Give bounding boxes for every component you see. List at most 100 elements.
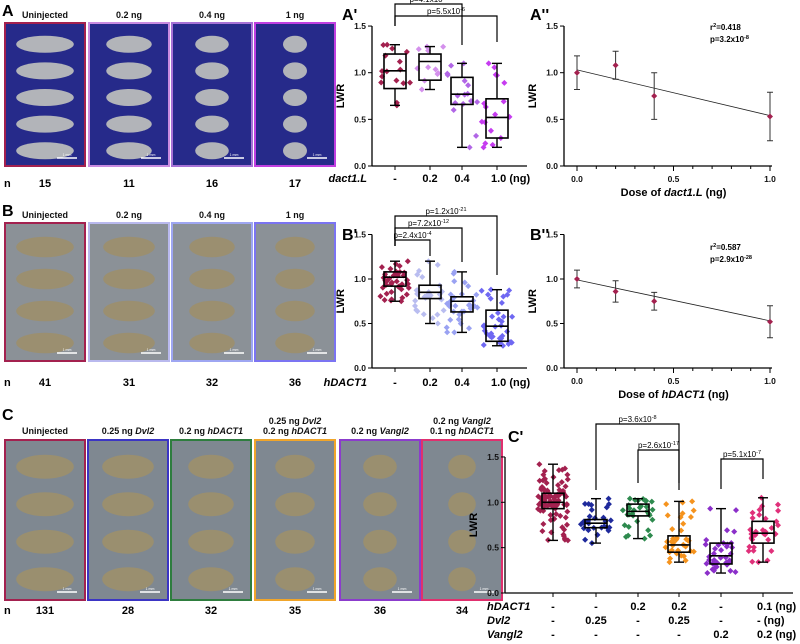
photo-label: 0.2 ng Vangl2 bbox=[351, 426, 409, 436]
data-point bbox=[412, 297, 419, 304]
chart-a-double-prime: 0.0 0.5 1.0 1.5 LWR 0.0 0.5 1.0 Dose of dact1.L … bbox=[527, 21, 776, 199]
embryo bbox=[275, 492, 315, 517]
embryo bbox=[16, 236, 74, 258]
data-point bbox=[750, 547, 757, 554]
p-value-exponent: -7 bbox=[756, 450, 761, 456]
gene-name: hDACT1 bbox=[459, 426, 495, 436]
x-axis-gene-label: dact1.L bbox=[328, 173, 367, 185]
embryo bbox=[102, 454, 154, 479]
embryo bbox=[188, 567, 234, 592]
data-point bbox=[540, 477, 547, 484]
data-point bbox=[536, 477, 543, 484]
dose-text: 0.25 ng bbox=[269, 416, 303, 426]
n-label-a: n bbox=[4, 178, 11, 190]
y-tick-label: 0.0 bbox=[354, 363, 366, 373]
x-tick-label: 0.4 bbox=[454, 173, 470, 185]
embryo-photo: 1 mm bbox=[87, 439, 169, 601]
data-point bbox=[448, 62, 455, 69]
data-point bbox=[647, 532, 654, 539]
data-point bbox=[605, 495, 612, 502]
p-value: p=7.2x10 bbox=[408, 219, 442, 228]
data-point bbox=[509, 313, 516, 320]
significance-bracket bbox=[394, 15, 498, 42]
data-point bbox=[466, 144, 473, 151]
mean-point bbox=[651, 93, 658, 100]
data-point bbox=[555, 467, 562, 474]
data-point bbox=[553, 511, 560, 518]
data-point bbox=[450, 270, 457, 277]
data-point bbox=[380, 41, 387, 48]
embryo bbox=[106, 62, 152, 80]
y-tick-label: 1.0 bbox=[354, 68, 366, 78]
data-point bbox=[406, 79, 413, 86]
p-value-label: p=2.4x10-4 bbox=[393, 231, 431, 240]
gene-name: Dvl2 bbox=[135, 426, 154, 436]
embryo bbox=[103, 236, 155, 258]
data-point bbox=[640, 496, 647, 503]
row-gene-label: Dvl2 bbox=[487, 615, 510, 627]
photo-label: Uninjected bbox=[22, 210, 68, 220]
embryo bbox=[195, 142, 229, 160]
data-point bbox=[667, 555, 674, 562]
data-point bbox=[649, 516, 656, 523]
data-point bbox=[564, 476, 571, 483]
regression-line bbox=[576, 279, 771, 322]
p-value-exponent: -4 bbox=[427, 231, 432, 237]
embryo bbox=[363, 454, 397, 479]
p-value-exponent: -3 bbox=[443, 0, 448, 1]
data-point bbox=[762, 515, 769, 522]
data-point bbox=[539, 528, 546, 535]
data-point bbox=[733, 507, 740, 514]
data-point bbox=[586, 513, 593, 520]
embryo-photo: 1 mm bbox=[254, 22, 336, 167]
y-tick-label: 1.0 bbox=[546, 68, 558, 78]
data-point bbox=[466, 325, 473, 332]
chart-a-prime: 0.0 0.5 1.0 1.5 LWR p=4.1x10-3 p=5.5x10-6 dact1… bbox=[328, 0, 530, 185]
embryo bbox=[188, 454, 234, 479]
embryo bbox=[195, 88, 229, 107]
row-gene-label: Vangl2 bbox=[487, 629, 523, 641]
x-tick-label: 0.0 bbox=[571, 376, 583, 386]
x-tick-label: 0.2 bbox=[422, 377, 437, 389]
data-point bbox=[663, 501, 670, 508]
box-iqr bbox=[450, 295, 474, 313]
embryo bbox=[283, 62, 307, 80]
photo-label: 0.2 ng hDACT1 bbox=[179, 426, 243, 436]
data-point bbox=[724, 527, 731, 534]
photo-label: 0.2 ng hDACT1 bbox=[263, 426, 327, 436]
data-point bbox=[501, 79, 508, 86]
embryo bbox=[283, 115, 307, 133]
y-tick-label: 1.5 bbox=[354, 230, 366, 240]
photo-label: Uninjected bbox=[22, 426, 68, 436]
data-point bbox=[419, 273, 426, 280]
mean-point bbox=[767, 318, 773, 325]
row-value: 0.1 (ng) bbox=[757, 601, 796, 613]
data-point bbox=[648, 498, 655, 505]
x-tick-label: 0.5 bbox=[668, 174, 680, 184]
box-iqr bbox=[626, 503, 650, 517]
row-value: 0.2 (ng) bbox=[757, 629, 796, 641]
embryo bbox=[189, 332, 235, 354]
regression-p-label: p=3.2x10-8 bbox=[710, 35, 749, 44]
data-point bbox=[389, 45, 396, 52]
data-point bbox=[387, 265, 394, 272]
photo-label: 0.25 ng Dvl2 bbox=[269, 416, 322, 426]
significance-bracket bbox=[394, 239, 431, 256]
x-tick-label: 1.0 (ng) bbox=[491, 377, 530, 389]
data-point bbox=[440, 43, 447, 50]
data-point bbox=[412, 302, 419, 309]
panel-label-a2: A'' bbox=[530, 7, 549, 24]
data-point bbox=[561, 526, 568, 533]
data-point bbox=[393, 278, 400, 285]
data-point bbox=[384, 41, 391, 48]
data-point bbox=[399, 294, 406, 301]
y-tick-label: 1.5 bbox=[354, 21, 366, 31]
embryo bbox=[283, 142, 307, 160]
y-tick-label: 1.5 bbox=[487, 452, 499, 462]
embryo bbox=[16, 62, 74, 80]
data-point bbox=[418, 86, 425, 93]
data-point bbox=[555, 482, 562, 489]
data-point bbox=[378, 264, 385, 271]
panel-label-c: C bbox=[2, 407, 14, 424]
x-axis-label: Dose of hDACT1 (ng) bbox=[618, 389, 729, 401]
